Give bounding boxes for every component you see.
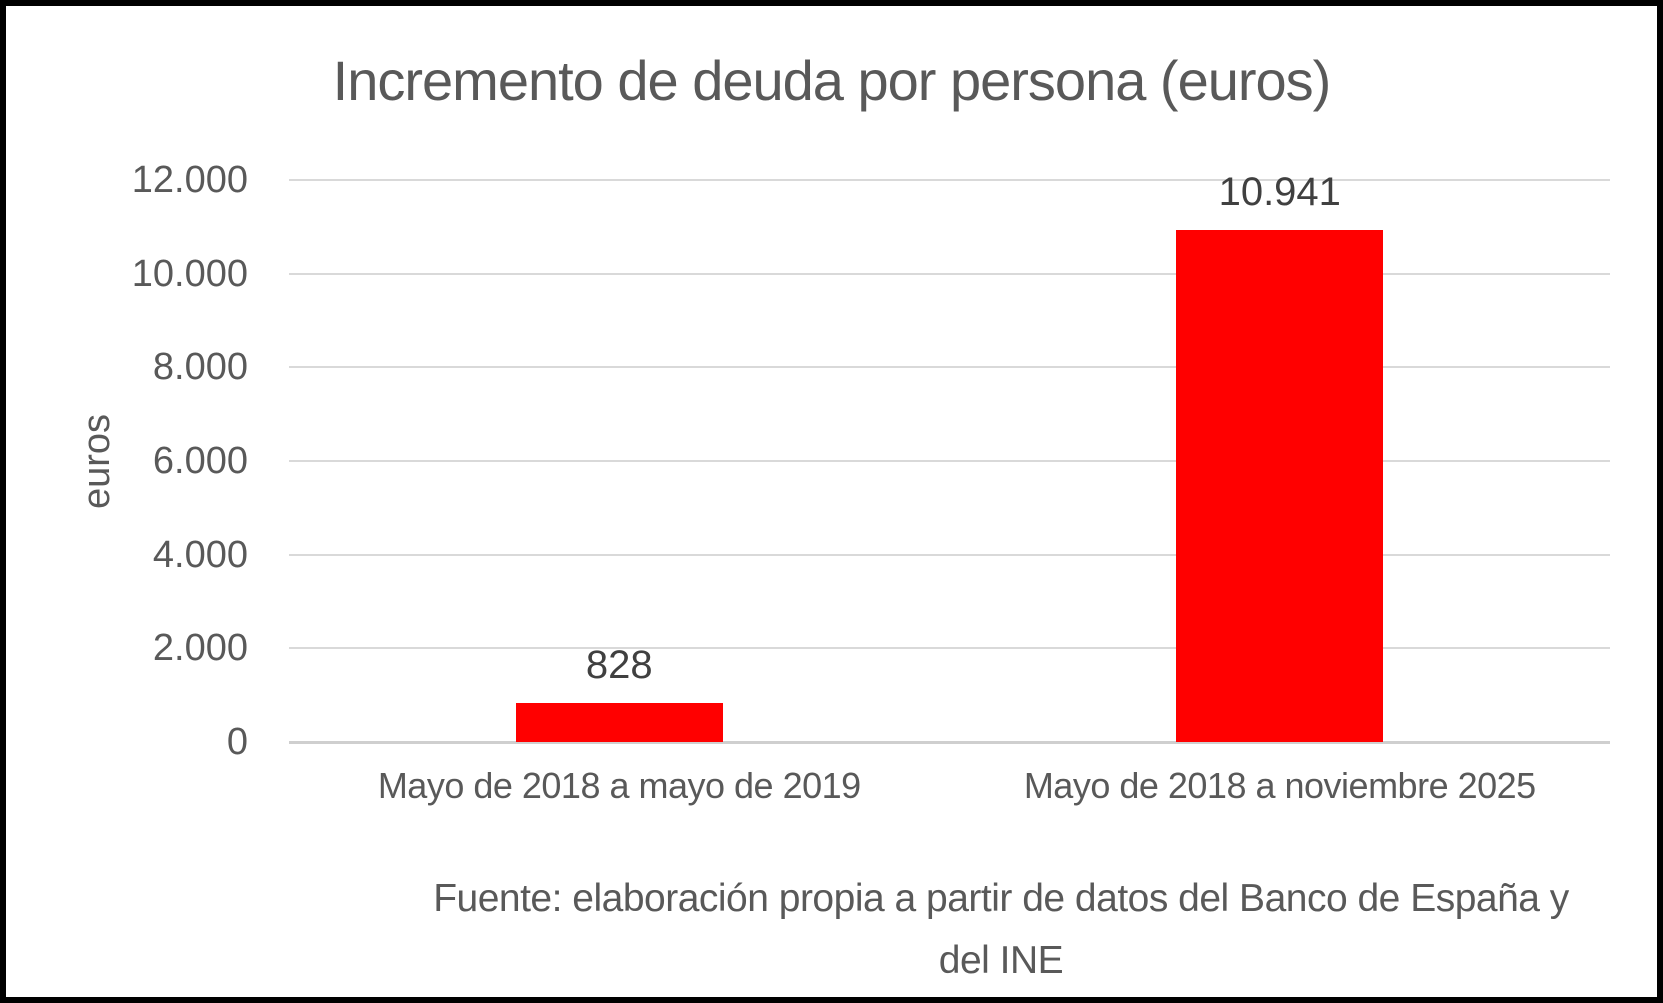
x-category-label: Mayo de 2018 a mayo de 2019 bbox=[377, 765, 861, 806]
plot-area bbox=[289, 179, 1610, 744]
y-tick-label: 10.000 bbox=[131, 252, 248, 295]
y-tick-label: 4.000 bbox=[152, 533, 248, 576]
gridline bbox=[289, 366, 1610, 369]
gridline bbox=[289, 741, 1610, 744]
bar bbox=[1176, 229, 1384, 742]
y-tick-label: 0 bbox=[226, 721, 248, 763]
x-category-label: Mayo de 2018 a noviembre 2025 bbox=[1023, 765, 1536, 806]
bar bbox=[515, 703, 723, 742]
y-tick-label: 12.000 bbox=[131, 159, 248, 201]
source-note-line2: del INE bbox=[938, 939, 1064, 982]
bar-value-label: 10.941 bbox=[1218, 169, 1341, 214]
y-tick-label: 6.000 bbox=[152, 440, 248, 482]
gridline bbox=[289, 647, 1610, 650]
bar-value-label: 828 bbox=[585, 643, 653, 688]
source-note: Fuente: elaboración propia a partir de d… bbox=[336, 868, 1657, 992]
y-tick-label: 2.000 bbox=[152, 627, 248, 670]
gridline bbox=[289, 460, 1610, 462]
y-tick-label: 8.000 bbox=[152, 346, 248, 389]
source-note-line1: Fuente: elaboración propia a partir de d… bbox=[433, 877, 1569, 920]
chart-title: Incremento de deuda por persona (euros) bbox=[332, 49, 1332, 112]
gridline bbox=[289, 553, 1610, 556]
gridline bbox=[289, 179, 1610, 181]
gridline bbox=[289, 272, 1610, 275]
